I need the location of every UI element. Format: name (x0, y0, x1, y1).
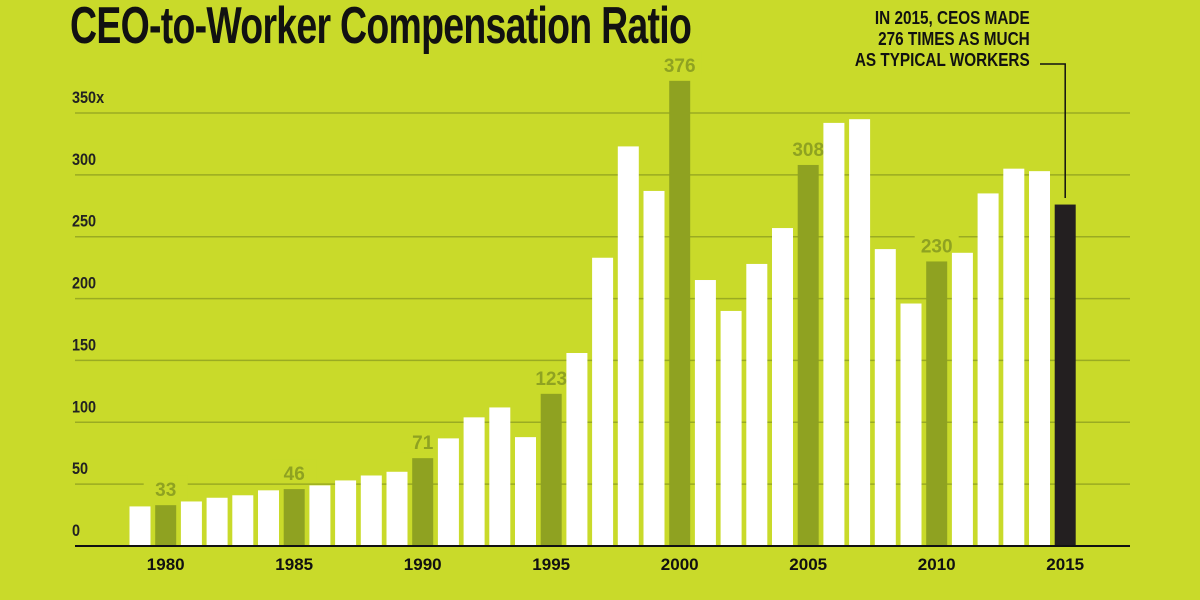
bar-2000 (669, 80, 691, 546)
bar-1982 (206, 497, 228, 546)
bar-2002 (720, 310, 742, 546)
chart-title: CEO-to-Worker Compensation Ratio (70, 0, 692, 55)
bar-1997 (592, 257, 614, 546)
value-label-1995: 123 (535, 369, 567, 390)
bar-1980 (155, 505, 177, 546)
y-tick-label: 350x (72, 89, 104, 107)
y-tick-label: 0 (72, 522, 80, 540)
value-label-1990: 71 (412, 433, 434, 454)
y-tick-label: 250 (72, 213, 96, 231)
y-tick-label: 200 (72, 275, 96, 293)
bar-1979 (129, 506, 151, 546)
value-label-bg (914, 231, 959, 256)
y-tick-label: 100 (72, 398, 96, 416)
y-tick-label: 300 (72, 151, 96, 169)
bar-2012 (977, 193, 999, 546)
bar-2013 (1003, 168, 1025, 546)
bar-2001 (694, 280, 716, 546)
value-label-1985: 46 (284, 464, 305, 485)
bar-2014 (1029, 171, 1050, 546)
x-tick-label: 2000 (661, 555, 699, 574)
x-tick-label: 2015 (1046, 555, 1084, 574)
bar-2006 (823, 122, 845, 546)
bar-2011 (951, 252, 973, 546)
value-label-1980: 33 (155, 480, 176, 501)
bar-1998 (617, 146, 639, 546)
bar-1995 (540, 393, 562, 546)
bar-2005 (797, 164, 819, 546)
annotation: IN 2015, CEOS MADE 276 TIMES AS MUCH AS … (855, 8, 1030, 71)
bar-1990 (412, 458, 434, 546)
bar-1996 (566, 353, 588, 546)
bar-1981 (180, 501, 202, 546)
x-tick-label: 2005 (789, 555, 827, 574)
bar-2004 (772, 228, 793, 546)
value-label-bg (272, 459, 317, 484)
value-label-bg (657, 50, 702, 75)
value-label-2005: 308 (792, 140, 824, 161)
value-label-2010: 230 (921, 236, 953, 257)
annotation-leader-line (1040, 63, 1066, 198)
y-tick-label: 50 (72, 460, 88, 478)
annotation-line: IN 2015, CEOS MADE (875, 8, 1030, 28)
x-tick-label: 1990 (404, 555, 442, 574)
annotation-line: AS TYPICAL WORKERS (855, 50, 1030, 70)
bar-1984 (258, 490, 279, 546)
x-tick-label: 1985 (275, 555, 313, 574)
value-label-bg (529, 363, 574, 388)
bar-2015 (1054, 204, 1076, 546)
bar-2003 (746, 263, 768, 546)
x-tick-label: 1980 (147, 555, 185, 574)
value-label-bg (400, 428, 445, 453)
bar-1999 (643, 190, 665, 546)
value-label-bg (786, 134, 831, 159)
y-tick-label: 150 (72, 336, 96, 354)
bar-1991 (437, 438, 459, 546)
bar-1993 (489, 407, 511, 546)
x-tick-label: 2010 (918, 555, 956, 574)
bar-2010 (926, 261, 948, 546)
bar-1987 (335, 480, 357, 546)
value-label-2000: 376 (664, 56, 696, 77)
bar-2007 (849, 119, 871, 546)
bar-1985 (283, 489, 305, 546)
bar-2008 (874, 249, 896, 547)
bar-1992 (463, 417, 485, 546)
bar-1988 (360, 475, 382, 546)
x-tick-label: 1995 (532, 555, 570, 574)
bar-1983 (232, 495, 254, 546)
bar-2009 (900, 303, 922, 546)
bar-1989 (386, 471, 408, 546)
bar-1986 (309, 485, 331, 546)
bar-1994 (515, 437, 536, 546)
annotation-line: 276 TIMES AS MUCH (878, 29, 1030, 49)
value-label-bg (143, 475, 188, 500)
